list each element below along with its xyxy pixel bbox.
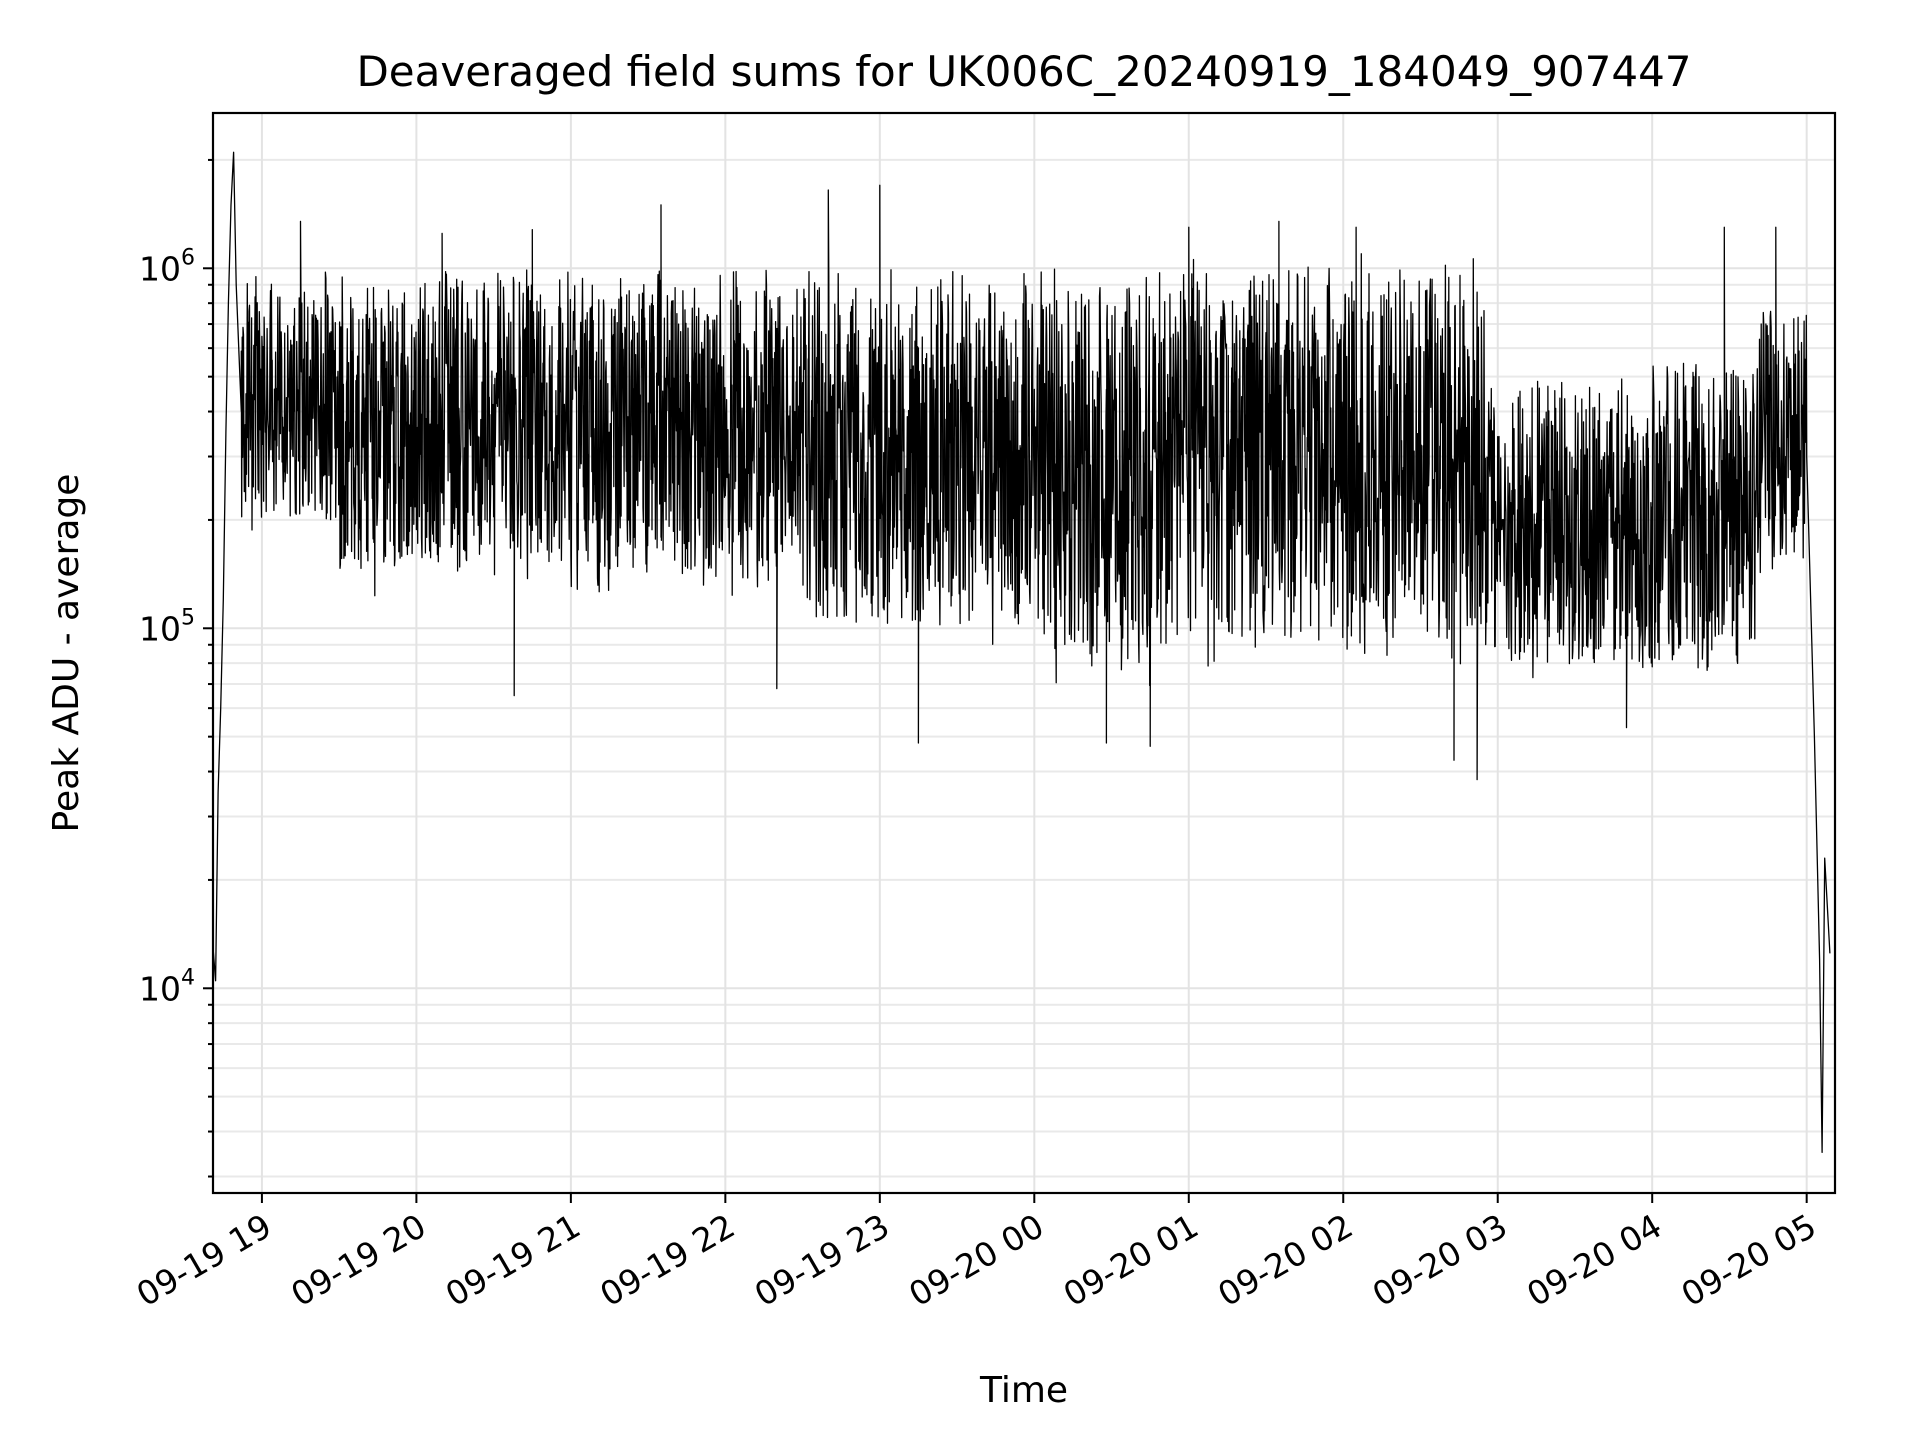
y-tick-label: 105: [139, 605, 195, 648]
y-tick-label: 104: [139, 965, 195, 1008]
series-group: [212, 151, 1831, 1154]
series-line: [212, 151, 1831, 1154]
x-axis-label: Time: [979, 1370, 1068, 1411]
chart-title: Deaveraged field sums for UK006C_2024091…: [356, 47, 1691, 96]
y-axis-label: Peak ADU - average: [46, 474, 87, 833]
y-tick-label: 106: [139, 245, 195, 288]
plot-frame: [211, 111, 1837, 1195]
